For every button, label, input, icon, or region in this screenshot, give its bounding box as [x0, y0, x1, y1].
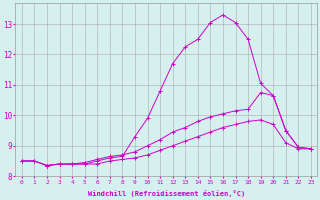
X-axis label: Windchill (Refroidissement éolien,°C): Windchill (Refroidissement éolien,°C)	[88, 190, 245, 197]
